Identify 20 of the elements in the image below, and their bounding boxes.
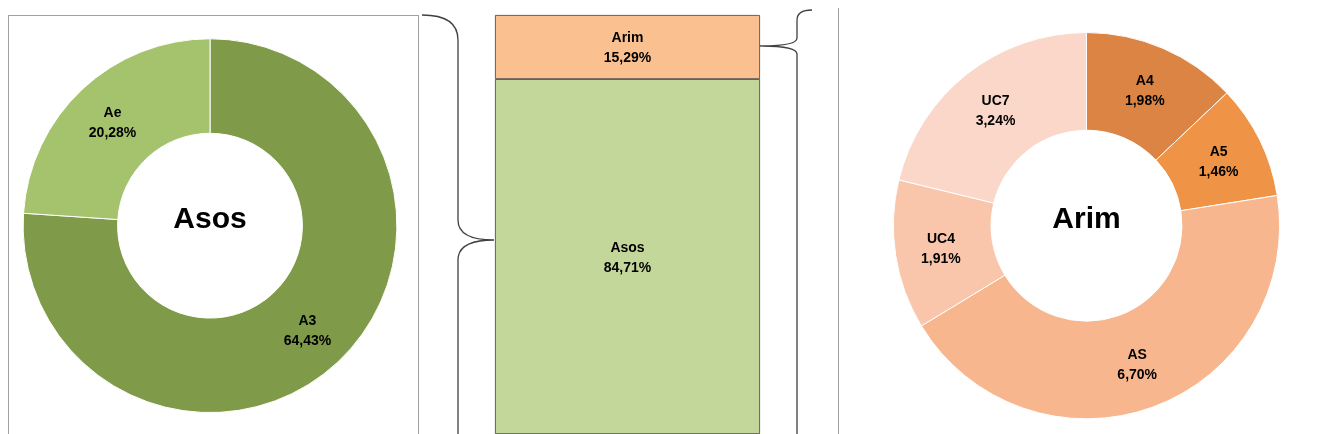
data-label: 15,29% [603,49,652,66]
text: Arim [1052,200,1121,234]
data-label: 1,98% [1124,92,1166,109]
text: Asos [173,200,247,234]
slice-label: A3 [298,311,317,328]
series-label: Asos [610,238,645,255]
slice-label: Ae [103,103,122,120]
data-label: 64,43% [283,331,332,348]
data-label: 1,46% [1198,162,1240,179]
data-label: 6,70% [1117,365,1158,382]
slice-label: AS [1127,345,1147,362]
data-label: 3,24% [975,111,1016,128]
data-label: 1,91% [921,250,962,267]
slice-label: A4 [1135,72,1154,89]
slice-label: UC4 [926,230,956,247]
slice-label: UC7 [981,91,1010,108]
data-label: 84,71% [603,258,652,275]
series-label: Arim [611,29,644,46]
slice-label: A5 [1209,142,1228,159]
data-label: 20,28% [88,123,137,140]
